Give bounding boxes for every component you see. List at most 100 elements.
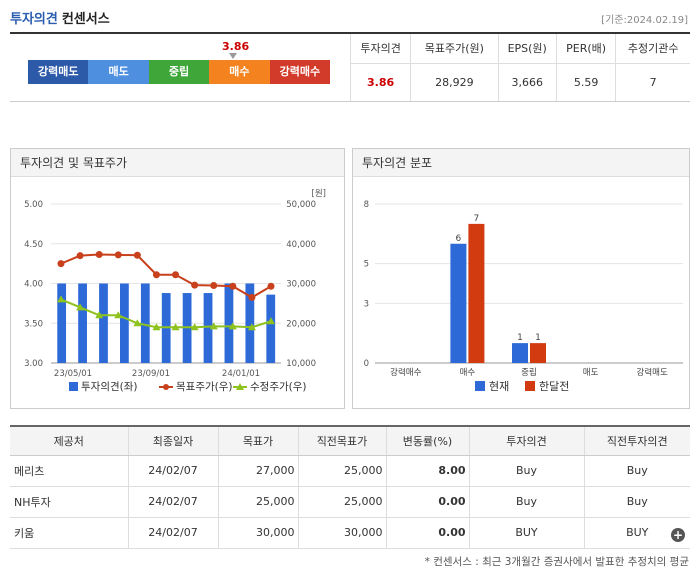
- opinion-cell: Buy: [468, 455, 584, 487]
- distribution-bar: [468, 223, 485, 363]
- more-plus-icon[interactable]: +: [671, 528, 685, 542]
- col-per: PER(배): [555, 34, 616, 64]
- adjusted-price-point: [114, 311, 123, 319]
- y-tick-label: 8: [364, 200, 369, 210]
- target-cell: 25,000: [217, 486, 298, 518]
- category-label: 강력매도: [637, 367, 668, 378]
- target-price-point: [191, 281, 199, 289]
- category-label: 중립: [521, 368, 537, 378]
- y-right-unit: [원]: [312, 189, 326, 199]
- y-left-tick-label: 4.00: [24, 280, 43, 290]
- adjusted-price-point: [267, 317, 275, 325]
- category-label: 강력매수: [390, 367, 421, 378]
- opinion-marker-icon: [229, 53, 237, 59]
- col-last-date: 최종일자: [127, 425, 218, 456]
- col-prev-opinion: 직전투자의견: [583, 425, 690, 456]
- scale-sell: 매도: [88, 60, 149, 84]
- prev-target-cell: 25,000: [297, 486, 386, 518]
- footnote: * 컨센서스 : 최근 3개월간 증권사에서 발표한 추정치의 평균: [424, 556, 689, 568]
- page-subtitle: 컨센서스: [61, 12, 110, 27]
- scale-strong-buy: 강력매수: [269, 60, 331, 84]
- header: 투자의견 컨센서스 [기준:2024.02.19]: [10, 8, 690, 32]
- change-rate-cell: 0.00: [385, 517, 469, 549]
- target-price-point: [76, 252, 84, 260]
- opinion-cell: Buy: [468, 486, 584, 518]
- y-left-tick-label: 3.00: [24, 359, 43, 369]
- opinion-bar: [99, 283, 108, 363]
- col-target-price: 목표주가(원): [410, 34, 498, 64]
- target-price-value: 28,929: [410, 63, 498, 101]
- adjusted-price-point: [209, 322, 218, 330]
- target-price-point: [152, 271, 160, 279]
- provider-cell: 키움: [10, 517, 128, 549]
- col-agency-count: 추정기관수: [615, 34, 690, 64]
- target-price-point: [95, 250, 103, 258]
- x-tick-label: 23/05/01: [54, 369, 92, 379]
- opinion-distribution-chart-panel: 투자의견 분포 8 5 3 0 강력매수 매수 6 7 중립 1 1 매도 강력매도 현재 한달전: [352, 148, 690, 409]
- legend-target-dot: [163, 384, 169, 390]
- broker-table: 제공처 최종일자 목표가 직전목표가 변동률(%) 투자의견 직전투자의견 메리…: [10, 425, 690, 549]
- opinion-bar: [78, 283, 87, 363]
- panel-title: 투자의견 및 목표주가: [11, 149, 344, 177]
- bar-value-label: 1: [517, 333, 523, 343]
- scale-neutral: 중립: [148, 60, 210, 84]
- y-right-tick-label: 20,000: [286, 319, 316, 329]
- legend-adjusted-label: 수정주가(우): [250, 381, 307, 393]
- legend-opinion-swatch: [69, 382, 78, 391]
- adjusted-price-line: [60, 298, 272, 329]
- page-title: 투자의견: [10, 12, 58, 27]
- opinion-bar: [203, 293, 213, 363]
- opinion-bar: [57, 283, 67, 363]
- prev-target-cell: 30,000: [297, 517, 386, 549]
- col-eps: EPS(원): [497, 34, 557, 64]
- y-right-tick-label: 10,000: [286, 359, 316, 369]
- legend-month-ago-swatch: [525, 381, 535, 391]
- col-opinion: 투자의견: [349, 34, 411, 64]
- opinion-bar: [266, 294, 276, 363]
- prev-opinion-cell: Buy: [583, 455, 690, 487]
- date-cell: 24/02/07: [127, 455, 218, 487]
- y-right-tick-label: 50,000: [286, 200, 316, 210]
- eps-value: 3,666: [497, 63, 557, 101]
- agency-count-value: 7: [615, 63, 690, 101]
- consensus-table: 투자의견 목표주가(원) EPS(원) PER(배) 추정기관수 3.86 28…: [349, 34, 690, 101]
- legend-opinion-label: 투자의견(좌): [81, 381, 138, 393]
- target-price-point: [57, 260, 65, 268]
- col-change-rate: 변동률(%): [385, 425, 469, 456]
- per-value: 5.59: [555, 63, 616, 101]
- legend-current-swatch: [475, 381, 485, 391]
- adjusted-price-point: [57, 295, 65, 303]
- table-row: 키움 24/02/07 30,000 30,000 0.00 BUY BUY: [10, 517, 690, 549]
- opinion-bar: [245, 283, 255, 363]
- target-cell: 27,000: [217, 455, 298, 487]
- x-tick-label: 23/09/01: [132, 369, 170, 379]
- y-tick-label: 5: [364, 260, 369, 270]
- y-left-tick-label: 3.50: [24, 319, 43, 329]
- target-price-point: [114, 251, 122, 259]
- target-price-point: [229, 282, 237, 290]
- target-price-point: [133, 251, 141, 259]
- adjusted-price-point: [76, 303, 85, 311]
- distribution-bar: [530, 343, 546, 363]
- legend-target-label: 목표주가(우): [176, 381, 233, 393]
- col-opinion: 투자의견: [468, 425, 584, 456]
- target-price-point: [248, 293, 256, 301]
- reference-date: [기준:2024.02.19]: [601, 15, 688, 26]
- target-price-line: [60, 253, 272, 299]
- table-row: NH투자 24/02/07 25,000 25,000 0.00 Buy Buy: [10, 486, 690, 518]
- adjusted-price-point: [152, 323, 161, 331]
- bar-value-label: 7: [474, 214, 480, 224]
- legend-adjusted-marker: [236, 383, 244, 390]
- change-rate-cell: 8.00: [385, 455, 469, 487]
- target-price-point: [172, 271, 180, 279]
- opinion-bar: [224, 283, 234, 363]
- y-left-tick-label: 5.00: [24, 200, 43, 210]
- opinion-value: 3.86: [349, 63, 411, 101]
- panel-title: 투자의견 분포: [353, 149, 689, 177]
- change-rate-cell: 0.00: [385, 486, 469, 518]
- col-provider: 제공처: [10, 425, 128, 456]
- provider-cell: NH투자: [10, 486, 128, 518]
- provider-cell: 메리츠: [10, 455, 128, 487]
- adjusted-price-point: [190, 323, 199, 331]
- x-tick-label: 24/01/01: [222, 369, 260, 379]
